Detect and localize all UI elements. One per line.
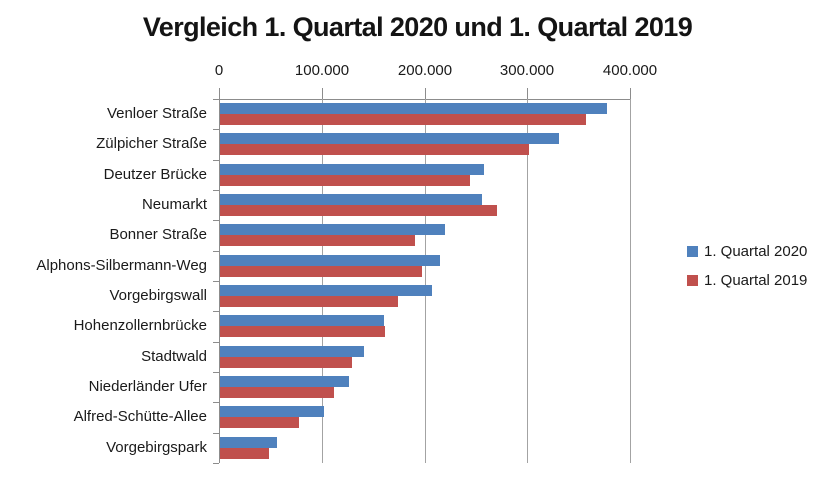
x-tick-label: 200.000: [397, 62, 453, 79]
y-tick-mark: [213, 342, 219, 343]
bar-2019: [220, 357, 352, 368]
bar-2019: [220, 296, 398, 307]
y-tick-mark: [213, 402, 219, 403]
bar-2020: [220, 376, 349, 387]
category-label: Zülpicher Straße: [96, 135, 207, 153]
x-tick-label: 400.000: [602, 62, 658, 79]
y-tick-mark: [213, 160, 219, 161]
bar-2019: [220, 235, 415, 246]
bar-2020: [220, 164, 484, 175]
x-tick-mark: [425, 88, 426, 99]
category-label: Niederländer Ufer: [88, 378, 207, 395]
legend: 1. Quartal 2020 1. Quartal 2019: [687, 243, 807, 301]
y-tick-mark: [213, 463, 219, 464]
y-tick-mark: [213, 99, 219, 100]
category-label: Deutzer Brücke: [103, 165, 207, 183]
bar-2020: [220, 133, 559, 144]
bar-2020: [220, 194, 482, 205]
legend-item-q1-2020: 1. Quartal 2020: [687, 243, 807, 260]
category-label: Neumarkt: [141, 196, 207, 213]
bar-2020: [220, 346, 364, 357]
bar-2020: [220, 437, 277, 448]
bar-2019: [220, 326, 385, 337]
legend-swatch-q1-2019: [687, 275, 698, 286]
bar-2020: [220, 315, 384, 326]
bar-2019: [220, 387, 334, 398]
y-tick-mark: [213, 220, 219, 221]
x-tick-mark: [630, 88, 631, 99]
bar-2019: [220, 114, 586, 125]
category-label: Stadtwald: [141, 347, 207, 365]
bar-2020: [220, 285, 432, 296]
x-tick-label: 100.000: [294, 62, 350, 79]
y-tick-mark: [213, 372, 219, 373]
bar-2019: [220, 175, 470, 186]
y-tick-mark: [213, 251, 219, 252]
x-tick-mark: [219, 88, 220, 99]
bar-2019: [220, 417, 299, 428]
legend-label-q1-2020: 1. Quartal 2020: [704, 243, 808, 260]
bar-2019: [220, 266, 422, 277]
category-label: Bonner Straße: [109, 226, 207, 244]
gridline: [527, 99, 528, 463]
category-label: Alfred-Schütte-Allee: [73, 408, 207, 426]
category-label: Alphons-Silbermann-Weg: [36, 256, 207, 274]
x-tick-label: 300.000: [499, 62, 555, 79]
y-tick-mark: [213, 281, 219, 282]
bar-2020: [220, 103, 607, 114]
y-tick-mark: [213, 129, 219, 130]
y-tick-mark: [213, 433, 219, 434]
bar-2019: [220, 144, 529, 155]
x-tick-mark: [527, 88, 528, 99]
category-label: Vorgebirgswall: [109, 287, 207, 304]
gridline: [425, 99, 426, 463]
y-axis-line: [219, 99, 220, 463]
chart-title: Vergleich 1. Quartal 2020 und 1. Quartal…: [142, 12, 693, 42]
bar-2019: [220, 448, 269, 459]
gridline: [322, 99, 323, 463]
x-tick-mark: [322, 88, 323, 99]
bar-2019: [220, 205, 497, 216]
y-tick-mark: [213, 190, 219, 191]
legend-swatch-q1-2020: [687, 246, 698, 257]
plot-area: [213, 99, 631, 464]
category-label: Venloer Straße: [106, 105, 207, 122]
category-label: Vorgebirgspark: [106, 438, 207, 456]
bar-2020: [220, 406, 324, 417]
legend-label-q1-2019: 1. Quartal 2019: [704, 272, 808, 289]
legend-item-q1-2019: 1. Quartal 2019: [687, 272, 807, 289]
bar-2020: [220, 255, 440, 266]
category-label: Hohenzollernbrücke: [73, 317, 207, 335]
category-axis: Venloer Straße Zülpicher Straße Deutzer Br…: [0, 99, 207, 463]
x-tick-label: 0: [214, 62, 224, 79]
bar-2020: [220, 224, 445, 235]
gridline: [630, 99, 631, 463]
y-tick-mark: [213, 311, 219, 312]
